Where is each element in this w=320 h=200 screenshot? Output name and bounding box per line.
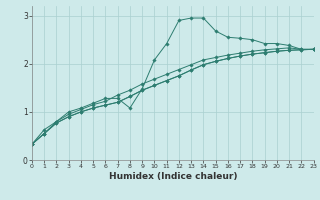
X-axis label: Humidex (Indice chaleur): Humidex (Indice chaleur): [108, 172, 237, 181]
